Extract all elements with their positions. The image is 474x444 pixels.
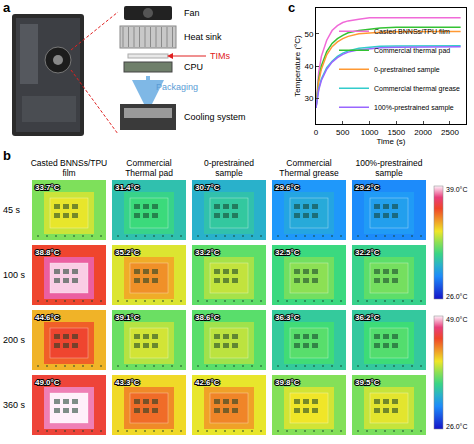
- svg-text:100 s: 100 s: [3, 270, 26, 280]
- svg-text:26.0°C: 26.0°C: [446, 423, 467, 430]
- svg-text:36.2°C: 36.2°C: [355, 313, 380, 322]
- svg-text:Temperature (°C): Temperature (°C): [293, 35, 302, 97]
- svg-text:33.7°C: 33.7°C: [35, 183, 60, 192]
- svg-text:1500: 1500: [387, 128, 405, 137]
- svg-text:33.2°C: 33.2°C: [195, 248, 220, 257]
- svg-text:29.6°C: 29.6°C: [275, 183, 300, 192]
- svg-text:Heat sink: Heat sink: [184, 32, 222, 42]
- svg-text:44.6°C: 44.6°C: [35, 313, 60, 322]
- svg-text:38.8°C: 38.8°C: [35, 248, 60, 257]
- svg-text:sample: sample: [215, 168, 243, 178]
- svg-text:43.3°C: 43.3°C: [115, 378, 140, 387]
- svg-text:Commercial thermal pad: Commercial thermal pad: [374, 47, 450, 55]
- svg-text:1000: 1000: [361, 128, 379, 137]
- svg-text:100%-prestrained sample: 100%-prestrained sample: [374, 104, 454, 112]
- svg-text:2000: 2000: [414, 128, 432, 137]
- svg-text:39.5°C: 39.5°C: [355, 378, 380, 387]
- svg-text:50: 50: [304, 30, 313, 39]
- svg-text:39.8°C: 39.8°C: [275, 378, 300, 387]
- svg-text:TIMs: TIMs: [210, 51, 230, 61]
- svg-text:31.4°C: 31.4°C: [115, 183, 140, 192]
- svg-text:30.7°C: 30.7°C: [195, 183, 220, 192]
- svg-text:0-prestrained: 0-prestrained: [204, 158, 254, 168]
- svg-text:40: 40: [304, 62, 313, 71]
- svg-text:39.1°C: 39.1°C: [115, 313, 140, 322]
- svg-text:42.6°C: 42.6°C: [195, 378, 220, 387]
- svg-text:Commercial: Commercial: [126, 158, 171, 168]
- svg-text:45 s: 45 s: [3, 205, 21, 215]
- svg-text:30: 30: [304, 94, 313, 103]
- svg-text:0-prestrained sample: 0-prestrained sample: [374, 66, 440, 74]
- svg-text:360 s: 360 s: [3, 400, 26, 410]
- svg-text:Commercial thermal grease: Commercial thermal grease: [374, 85, 460, 93]
- svg-text:Casted BNNSs/TPU film: Casted BNNSs/TPU film: [374, 28, 450, 35]
- svg-text:35.2°C: 35.2°C: [115, 248, 140, 257]
- svg-text:36.3°C: 36.3°C: [275, 313, 300, 322]
- svg-text:Commercial: Commercial: [286, 158, 331, 168]
- svg-text:film: film: [62, 168, 75, 178]
- svg-text:Cooling system: Cooling system: [184, 112, 246, 122]
- svg-text:200 s: 200 s: [3, 335, 26, 345]
- svg-text:a: a: [3, 0, 11, 15]
- svg-text:38.6°C: 38.6°C: [195, 313, 220, 322]
- svg-text:2500: 2500: [441, 128, 459, 137]
- svg-text:26.0°C: 26.0°C: [446, 293, 467, 300]
- svg-text:Thermal grease: Thermal grease: [279, 168, 339, 178]
- svg-text:29.2°C: 29.2°C: [355, 183, 380, 192]
- svg-text:49.0°C: 49.0°C: [35, 378, 60, 387]
- svg-text:Fan: Fan: [184, 8, 200, 18]
- svg-text:Packaging: Packaging: [156, 82, 198, 92]
- svg-text:100%-prestrained: 100%-prestrained: [355, 158, 422, 168]
- svg-text:49.0°C: 49.0°C: [446, 316, 467, 323]
- svg-text:b: b: [3, 148, 11, 163]
- svg-text:32.5°C: 32.5°C: [275, 248, 300, 257]
- svg-text:Thermal pad: Thermal pad: [125, 168, 173, 178]
- svg-text:sample: sample: [375, 168, 403, 178]
- svg-text:Time (s): Time (s): [376, 137, 405, 146]
- svg-text:0: 0: [314, 128, 319, 137]
- svg-text:500: 500: [336, 128, 350, 137]
- svg-text:Casted BNNSs/TPU: Casted BNNSs/TPU: [31, 158, 108, 168]
- svg-text:32.2°C: 32.2°C: [355, 248, 380, 257]
- svg-text:CPU: CPU: [184, 62, 203, 72]
- svg-text:39.0°C: 39.0°C: [446, 186, 467, 193]
- html-text:c: c: [288, 0, 296, 15]
